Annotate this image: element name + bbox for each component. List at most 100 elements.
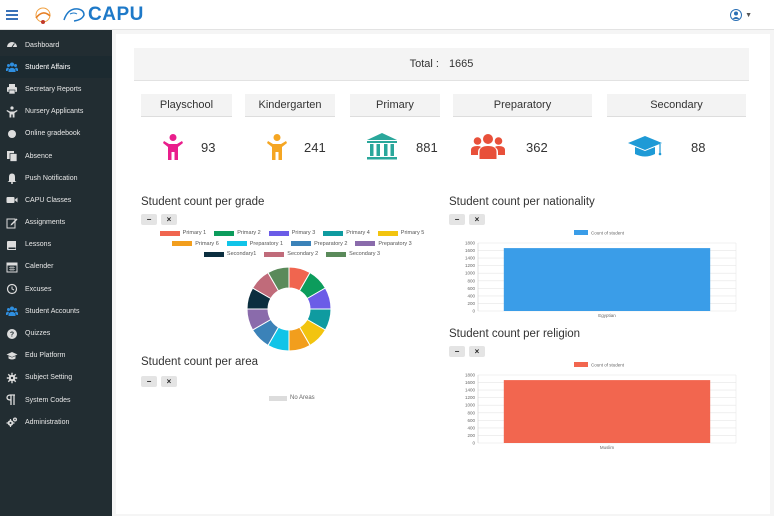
legend-item[interactable]: Secondary 3: [326, 251, 380, 257]
legend-item[interactable]: Primary 4: [323, 230, 370, 236]
section-title-per-grade: Student count per grade: [141, 196, 265, 208]
sidebar-item-student-affairs[interactable]: Student Affairs: [0, 56, 112, 79]
legend-swatch: [264, 251, 285, 257]
sidebar-item-lessons[interactable]: Lessons: [0, 234, 112, 256]
y-tick-label: 1400: [465, 388, 476, 393]
legend-item[interactable]: Primary 6: [172, 241, 219, 247]
grade-stat-primary: 881: [365, 130, 438, 164]
legend-item[interactable]: Secondary 2: [264, 251, 318, 257]
section-title-per-area: Student count per area: [141, 356, 258, 368]
minimize-button[interactable]: −: [141, 376, 157, 387]
user-menu[interactable]: ▼: [730, 9, 752, 21]
legend-swatch: [377, 230, 398, 236]
sidebar-item-secretary-reports[interactable]: Secretary Reports: [0, 78, 112, 100]
close-button[interactable]: ×: [161, 376, 177, 387]
legend-item[interactable]: Primary 3: [268, 230, 315, 236]
y-tick-label: 1000: [465, 271, 476, 276]
legend-label: Preparatory 3: [378, 240, 412, 247]
legend-item[interactable]: Preparatory 2: [291, 241, 347, 247]
sidebar-item-dashboard[interactable]: Dashboard: [0, 34, 112, 56]
sidebar-item-label: Nursery Applicants: [25, 108, 84, 116]
no-areas-label: No Areas: [290, 395, 315, 401]
close-button[interactable]: ×: [469, 346, 485, 357]
legend-item[interactable]: Preparatory 3: [355, 240, 412, 247]
legend-label: Secondary1: [226, 251, 257, 258]
grade-donut-chart: [246, 266, 332, 352]
sidebar-item-label: Edu Platform: [25, 352, 66, 360]
total-label: Total :: [409, 58, 439, 70]
grade-label: Kindergarten: [258, 99, 322, 111]
sidebar-item-quizzes[interactable]: ? Quizzes: [0, 322, 112, 344]
sidebar-item-calender[interactable]: Calender: [0, 256, 112, 278]
donut-slice[interactable]: [267, 266, 290, 292]
close-button[interactable]: ×: [469, 214, 485, 225]
grade-box-preparatory[interactable]: Preparatory: [453, 94, 592, 117]
sidebar-item-system-codes[interactable]: System Codes: [0, 389, 112, 411]
grade-stat-kindergarten: 241: [266, 130, 326, 164]
sidebar-item-student-accounts[interactable]: Student Accounts: [0, 300, 112, 322]
sidebar-item-online-gradebook[interactable]: Online gradebook: [0, 123, 112, 145]
grade-stat-preparatory: 362: [471, 130, 548, 164]
grade-box-kindergarten[interactable]: Kindergarten: [245, 94, 335, 117]
sidebar-item-label: System Codes: [25, 396, 71, 404]
sidebar-item-label: Calender: [25, 263, 54, 271]
minimize-button[interactable]: −: [141, 214, 157, 225]
sidebar-item-label: Dashboard: [25, 41, 60, 49]
legend-swatch: [159, 230, 180, 236]
legend-item[interactable]: Secondary1: [203, 251, 257, 258]
sidebar-item-label: Assignments: [25, 219, 66, 227]
x-tick-label: Muslim: [600, 445, 615, 450]
legend-label: Primary 5: [400, 230, 425, 237]
sidebar-item-label: Excuses: [25, 285, 52, 293]
nationality-bar-chart: Count of student 0 200 400 600 800 1000 1200 140…: [465, 230, 737, 318]
grade-count: 362: [526, 139, 548, 155]
hamburger-menu-icon[interactable]: [6, 10, 18, 20]
book-icon: [6, 239, 18, 251]
graduation-cap-icon: [628, 136, 662, 157]
sidebar-item-label: Student Accounts: [25, 307, 80, 315]
minimize-button[interactable]: −: [449, 214, 465, 225]
sidebar-item-excuses[interactable]: Excuses: [0, 278, 112, 300]
minimize-button[interactable]: −: [449, 346, 465, 357]
legend-label: Secondary 3: [349, 251, 381, 258]
sidebar-item-push-notification[interactable]: Push Notification: [0, 167, 112, 189]
close-button[interactable]: ×: [161, 214, 177, 225]
y-tick-label: 1800: [465, 373, 476, 378]
legend-item[interactable]: Primary 5: [377, 230, 425, 237]
legend-item[interactable]: Primary 2: [214, 230, 261, 236]
grade-box-primary[interactable]: Primary: [350, 94, 440, 117]
y-tick-label: 600: [467, 286, 475, 291]
bell-icon: [6, 172, 18, 185]
section-title-per-nationality: Student count per nationality: [449, 196, 595, 208]
user-avatar-icon: [730, 9, 743, 21]
bar[interactable]: [503, 248, 711, 311]
legend-swatch: [203, 251, 224, 257]
grade-box-secondary[interactable]: Secondary: [607, 94, 746, 117]
institution-icon: [367, 133, 397, 160]
legend-item[interactable]: Primary 1: [159, 230, 206, 236]
bar[interactable]: [503, 380, 711, 443]
sidebar-item-subject-setting[interactable]: Subject Setting: [0, 367, 112, 389]
brand-logo[interactable]: CAPU: [62, 4, 144, 26]
y-tick-label: 200: [467, 301, 475, 306]
y-tick-label: 1200: [465, 263, 476, 268]
sidebar-item-edu-platform[interactable]: Edu Platform: [0, 345, 112, 367]
sidebar-item-nursery-applicants[interactable]: Nursery Applicants: [0, 101, 112, 123]
y-tick-label: 400: [467, 425, 475, 430]
y-tick-label: 400: [467, 293, 475, 298]
sidebar-item-label: Push Notification: [25, 174, 78, 182]
legend-swatch: [323, 230, 344, 236]
sidebar-item-label: Secretary Reports: [25, 85, 82, 93]
sidebar-item-absence[interactable]: Absence: [0, 145, 112, 167]
grade-box-playschool[interactable]: Playschool: [141, 94, 232, 117]
grade-chart-legend: Primary 1 Primary 2 Primary 3 Primary 4 Prim…: [142, 228, 442, 260]
dashboard-icon: [6, 39, 18, 51]
child-icon: [267, 134, 287, 160]
panel-toolbar: − ×: [449, 346, 485, 357]
grade-label: Primary: [376, 99, 414, 111]
legend-label: Preparatory 1: [249, 240, 284, 247]
legend-item[interactable]: Preparatory 1: [226, 240, 284, 247]
sidebar-item-administration[interactable]: Administration: [0, 411, 112, 433]
sidebar-item-assignments[interactable]: Assignments: [0, 212, 112, 234]
sidebar-item-capu-classes[interactable]: CAPU Classes: [0, 189, 112, 211]
